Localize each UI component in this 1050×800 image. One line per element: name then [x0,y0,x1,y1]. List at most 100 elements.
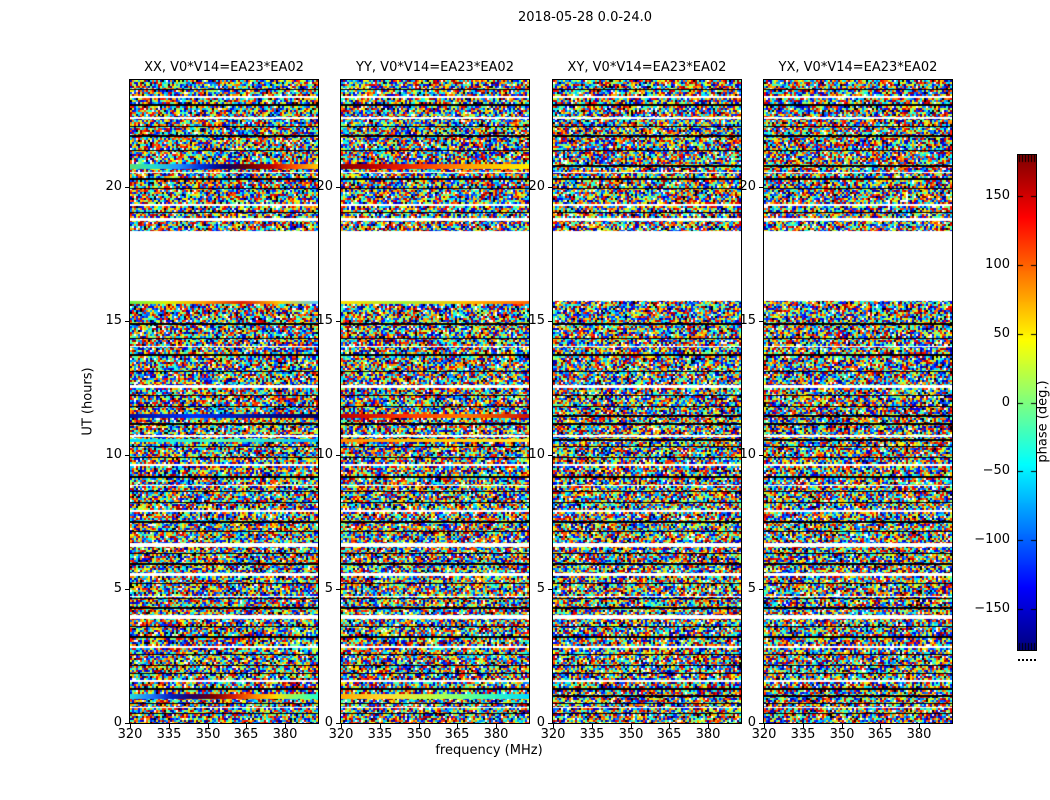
x-tick-mark [764,724,765,728]
x-tick-mark [708,724,709,728]
x-tick-label: 380 [272,727,298,742]
x-tick-mark [285,724,286,728]
x-tick-mark [246,724,247,728]
x-tick-label: 365 [233,727,259,742]
x-tick-mark [669,724,670,728]
panel-heatmap-1 [341,80,529,723]
y-tick-mark [336,723,340,724]
y-tick-mark [548,321,552,322]
y-axis-label: UT (hours) [80,367,96,436]
x-tick-mark [130,724,131,728]
x-tick-label: 320 [328,727,354,742]
x-tick-mark [169,724,170,728]
y-tick-label: 15 [105,313,122,328]
y-tick-mark [336,321,340,322]
x-tick-mark [208,724,209,728]
x-tick-label: 380 [483,727,509,742]
panel-1 [340,79,530,724]
colorbar-tick-label: 50 [993,326,1010,341]
colorbar-tick-label: 150 [985,188,1010,203]
panel-heatmap-2 [553,80,741,723]
x-tick-mark [496,724,497,728]
panel-2 [552,79,742,724]
x-tick-mark [380,724,381,728]
colorbar-tick-label: 0 [1001,395,1010,410]
x-tick-label: 320 [751,727,777,742]
x-tick-label: 350 [406,727,432,742]
y-tick-mark [759,589,763,590]
x-tick-label: 335 [579,727,605,742]
x-tick-label: 320 [540,727,566,742]
x-axis-label: frequency (MHz) [435,743,543,758]
y-tick-label: 20 [316,179,333,194]
panel-0 [129,79,319,724]
colorbar [1017,154,1037,651]
y-tick-mark [548,187,552,188]
y-tick-mark [759,187,763,188]
panel-title-1: YY, V0*V14=EA23*EA02 [356,60,514,75]
y-tick-mark [125,321,129,322]
y-tick-mark [125,455,129,456]
panel-heatmap-0 [130,80,318,723]
colorbar-tick-label: −50 [982,463,1010,478]
colorbar-tick-label: −150 [974,601,1010,616]
y-tick-label: 5 [536,581,545,596]
y-tick-mark [336,187,340,188]
panel-title-0: XX, V0*V14=EA23*EA02 [144,60,304,75]
x-tick-label: 335 [790,727,816,742]
y-tick-mark [548,455,552,456]
y-tick-mark [125,187,129,188]
panel-title-2: XY, V0*V14=EA23*EA02 [567,60,727,75]
y-tick-mark [759,321,763,322]
y-tick-label: 0 [747,715,756,730]
colorbar-tick-label: 100 [985,257,1010,272]
x-tick-mark [419,724,420,728]
y-tick-label: 0 [113,715,122,730]
y-tick-mark [125,723,129,724]
x-tick-mark [880,724,881,728]
y-tick-label: 10 [739,447,756,462]
y-tick-label: 5 [113,581,122,596]
panel-heatmap-3 [764,80,952,723]
y-tick-label: 15 [528,313,545,328]
y-tick-label: 20 [105,179,122,194]
y-tick-label: 15 [739,313,756,328]
x-tick-label: 380 [906,727,932,742]
x-tick-mark [592,724,593,728]
y-tick-label: 10 [105,447,122,462]
colorbar-underline [1018,659,1036,661]
panel-title-3: YX, V0*V14=EA23*EA02 [778,60,938,75]
x-tick-label: 335 [367,727,393,742]
x-tick-mark [341,724,342,728]
y-tick-mark [125,589,129,590]
x-tick-label: 365 [867,727,893,742]
y-tick-mark [759,455,763,456]
x-tick-mark [842,724,843,728]
x-tick-mark [631,724,632,728]
x-tick-label: 365 [444,727,470,742]
y-tick-label: 5 [747,581,756,596]
panel-3 [763,79,953,724]
colorbar-label: phase (deg.) [1035,380,1050,463]
y-tick-mark [548,723,552,724]
x-tick-label: 320 [117,727,143,742]
figure-title: 2018-05-28 0.0-24.0 [518,10,652,25]
x-tick-label: 365 [656,727,682,742]
x-tick-label: 350 [618,727,644,742]
y-tick-mark [336,455,340,456]
y-tick-label: 10 [528,447,545,462]
y-tick-label: 20 [528,179,545,194]
x-tick-label: 350 [829,727,855,742]
x-tick-label: 380 [695,727,721,742]
colorbar-tick-label: −100 [974,532,1010,547]
y-tick-label: 5 [324,581,333,596]
x-tick-mark [803,724,804,728]
y-tick-label: 15 [316,313,333,328]
y-tick-label: 20 [739,179,756,194]
y-tick-mark [548,589,552,590]
y-tick-mark [759,723,763,724]
x-tick-label: 335 [156,727,182,742]
x-tick-mark [457,724,458,728]
y-tick-label: 10 [316,447,333,462]
